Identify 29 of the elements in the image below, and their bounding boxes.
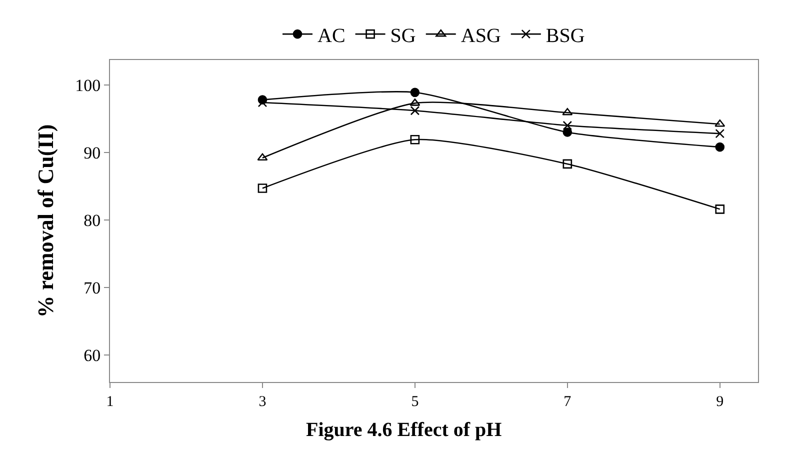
point bbox=[714, 119, 726, 127]
point bbox=[562, 159, 572, 169]
legend-label: SG bbox=[390, 24, 416, 47]
legend-label: AC bbox=[318, 24, 346, 47]
point bbox=[562, 128, 572, 137]
legend-label: ASG bbox=[460, 24, 501, 47]
point bbox=[257, 153, 268, 161]
point bbox=[562, 120, 572, 130]
point bbox=[715, 142, 725, 152]
point bbox=[410, 106, 420, 116]
y-axis-title: % removal of Cu(II) bbox=[32, 124, 58, 318]
x-tick-label: 9 bbox=[716, 394, 724, 410]
y-tick-label: 70 bbox=[84, 278, 101, 298]
point bbox=[715, 204, 725, 214]
x-tick-label: 7 bbox=[564, 394, 572, 410]
point bbox=[410, 135, 420, 144]
caption: Figure 4.6 Effect of pH bbox=[306, 419, 502, 441]
point bbox=[410, 88, 420, 98]
y-tick-label: 80 bbox=[84, 210, 101, 230]
x-tick-label: 5 bbox=[411, 394, 419, 410]
point bbox=[258, 184, 268, 193]
y-tick-label: 90 bbox=[84, 143, 101, 162]
x-tick-label: 3 bbox=[258, 394, 266, 410]
x-tick-label: 1 bbox=[106, 394, 114, 410]
y-tick-label: 100 bbox=[75, 76, 101, 95]
point bbox=[258, 98, 268, 108]
y-tick-label: 60 bbox=[84, 346, 101, 365]
legend-label: BSG bbox=[546, 24, 585, 47]
point bbox=[715, 128, 725, 138]
